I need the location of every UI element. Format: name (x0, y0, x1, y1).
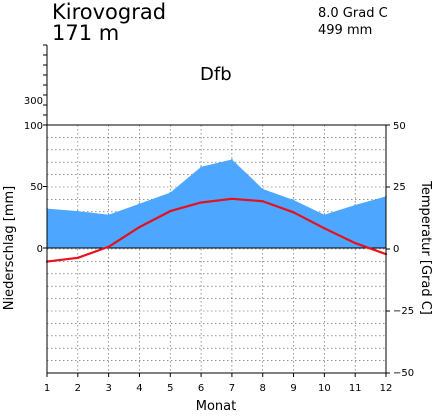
temperature-point (199, 201, 203, 204)
precipitation-point (323, 213, 326, 216)
temperature-line (46, 197, 387, 263)
temperature-point (76, 256, 79, 259)
temperature-point (138, 225, 141, 229)
temperature-point (292, 211, 295, 214)
precipitation-point (107, 213, 110, 216)
temperature-points (45, 197, 388, 263)
upper-precip-ticks (43, 44, 47, 126)
precipitation-point (231, 158, 233, 161)
month-tick-label: 2 (75, 383, 81, 394)
precipitation-area (47, 159, 386, 248)
month-tick-label: 4 (136, 383, 142, 394)
month-tick-label: 1 (44, 383, 50, 394)
month-tick-label: 9 (290, 383, 296, 394)
station-name: Kirovograd (52, 0, 166, 24)
temp-tick-50: 50 (393, 121, 406, 132)
precip-tick-0: 0 (37, 244, 43, 255)
month-tick-label: 11 (349, 383, 362, 394)
month-tick-label: 5 (167, 383, 173, 394)
precipitation-point (292, 199, 295, 201)
temperature-point (107, 245, 110, 248)
month-tick-label: 6 (198, 383, 204, 394)
month-tick-label: 8 (260, 383, 266, 394)
precipitation-point (261, 188, 264, 190)
climate-class: Dfb (200, 64, 232, 85)
temp-tick-minus50: −50 (393, 368, 414, 379)
right-axis-title: Temperatur [Grad C] (418, 180, 433, 315)
temp-tick-minus25: −25 (393, 306, 414, 317)
station-elevation: 171 m (52, 21, 119, 45)
month-tick-label: 3 (105, 383, 111, 394)
axis-tick-marks (43, 124, 390, 377)
mean-temperature: 8.0 Grad C (318, 6, 388, 21)
precipitation-points (46, 158, 387, 216)
x-axis-title: Monat (196, 399, 236, 414)
temperature-point (169, 210, 172, 213)
annual-precipitation: 499 mm (318, 23, 372, 38)
temperature-point (261, 200, 264, 203)
month-tick-label: 10 (318, 383, 331, 394)
precip-tick-50: 50 (30, 182, 43, 193)
temperature-point (230, 197, 234, 200)
temperature-point (323, 227, 326, 230)
precipitation-point (138, 202, 141, 205)
precip-tick-100: 100 (24, 121, 43, 132)
left-axis-title: Niederschlag [mm] (2, 186, 17, 311)
month-tick-label: 12 (380, 383, 393, 394)
month-tick-labels: 1 2 3 4 5 6 7 8 9 10 11 12 (44, 383, 393, 394)
temperature-point (354, 241, 357, 245)
precipitation-point (354, 204, 356, 206)
month-tick-label: 7 (229, 383, 235, 394)
precipitation-point (77, 210, 79, 212)
grid (47, 125, 386, 373)
temp-tick-0: 0 (393, 244, 399, 255)
temp-tick-25: 25 (393, 182, 406, 193)
precipitation-point (169, 191, 172, 194)
precip-tick-300: 300 (24, 96, 43, 107)
precipitation-point (200, 166, 202, 168)
